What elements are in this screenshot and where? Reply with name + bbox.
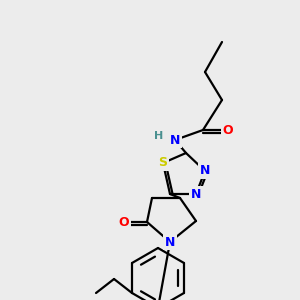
Text: O: O — [223, 124, 233, 136]
Text: N: N — [170, 134, 180, 146]
Text: N: N — [191, 188, 201, 200]
Text: O: O — [119, 215, 129, 229]
Text: N: N — [165, 236, 175, 248]
Text: H: H — [154, 131, 164, 141]
Text: N: N — [200, 164, 210, 178]
Text: S: S — [158, 157, 167, 169]
